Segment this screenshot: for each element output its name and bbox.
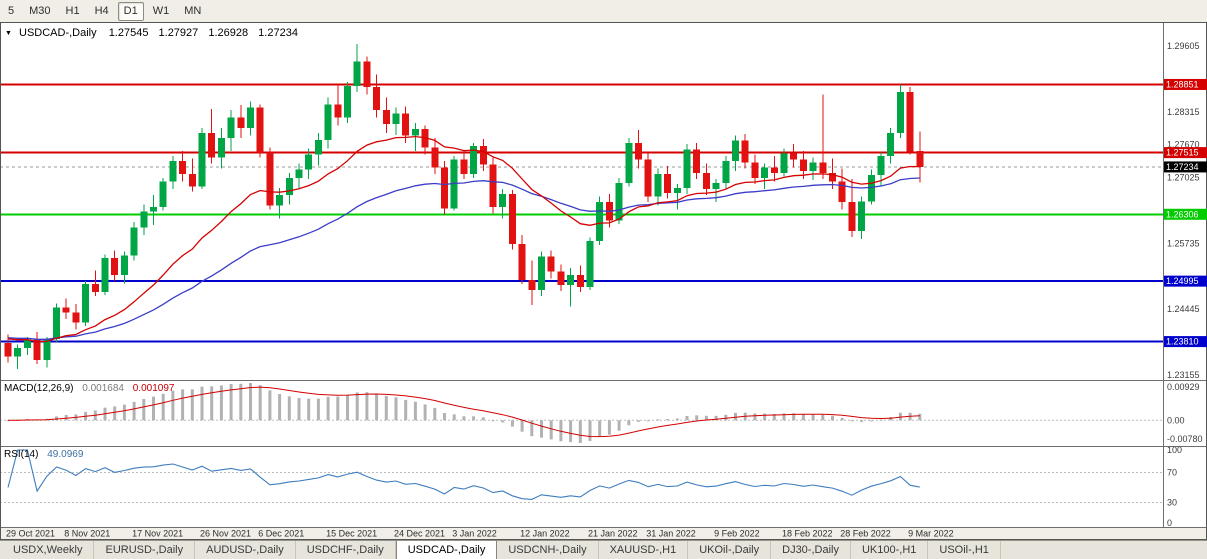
svg-text:1.27515: 1.27515 bbox=[1166, 148, 1199, 158]
time-axis: 29 Oct 2021 8 Nov 2021 17 Nov 2021 26 Nov 2… bbox=[6, 529, 954, 539]
price-tag-1.23810 bbox=[1164, 336, 1207, 348]
ma-slow-line bbox=[7, 177, 920, 340]
ma-fast-line bbox=[7, 135, 920, 343]
svg-text:1.29605: 1.29605 bbox=[1167, 41, 1200, 51]
svg-text:3 Jan 2022: 3 Jan 2022 bbox=[452, 529, 497, 539]
svg-text:1.28851: 1.28851 bbox=[1166, 79, 1199, 89]
chart-tab-XAUUSD-H1[interactable]: XAUUSD-,H1 bbox=[599, 541, 689, 559]
svg-text:15 Dec 2021: 15 Dec 2021 bbox=[326, 529, 377, 539]
chart-tab-bar: USDX,Weekly EURUSD-,Daily AUDUSD-,Daily USD… bbox=[0, 540, 1207, 559]
svg-text:8 Nov 2021: 8 Nov 2021 bbox=[64, 529, 110, 539]
timeframe-button-W1[interactable]: W1 bbox=[152, 4, 170, 17]
rsi-value: 49.0969 bbox=[47, 449, 84, 460]
symbol-dropdown-icon[interactable]: ▼ bbox=[5, 30, 12, 37]
svg-text:1.25735: 1.25735 bbox=[1167, 238, 1200, 248]
macd-panel bbox=[0, 383, 1163, 443]
svg-text:1.27025: 1.27025 bbox=[1167, 173, 1200, 183]
price-tag-1.28851 bbox=[1164, 78, 1207, 90]
svg-text:-0.00780: -0.00780 bbox=[1167, 434, 1203, 444]
svg-text:1.27670: 1.27670 bbox=[1167, 140, 1200, 150]
svg-text:30: 30 bbox=[1167, 498, 1177, 508]
chart-tab-USOil-H1[interactable]: USOil-,H1 bbox=[928, 541, 1001, 559]
price-axis: 1.29605 1.28315 1.27670 1.27025 1.25735 1.244… bbox=[1164, 41, 1207, 528]
timeframe-button-D1[interactable]: D1 bbox=[117, 1, 144, 21]
svg-text:1.23155: 1.23155 bbox=[1167, 370, 1200, 380]
svg-text:26 Nov 2021: 26 Nov 2021 bbox=[200, 529, 251, 539]
rsi-indicator-label: RSI(14) 49.0969 bbox=[4, 449, 83, 460]
low-value: 1.26928 bbox=[208, 27, 249, 39]
svg-text:0: 0 bbox=[1167, 518, 1172, 528]
svg-text:6 Dec 2021: 6 Dec 2021 bbox=[258, 529, 304, 539]
symbol-period-label: USDCAD-,Daily bbox=[19, 27, 97, 39]
macd-name: MACD(12,26,9) bbox=[4, 383, 74, 394]
svg-text:0.00: 0.00 bbox=[1167, 415, 1185, 425]
close-value: 1.27234 bbox=[258, 27, 298, 39]
svg-text:24 Dec 2021: 24 Dec 2021 bbox=[394, 529, 445, 539]
chart-tab-USDCHF-Daily[interactable]: USDCHF-,Daily bbox=[296, 541, 396, 559]
timeframe-button-M30[interactable]: M30 bbox=[29, 4, 51, 17]
chart-tab-EURUSD-Daily[interactable]: EURUSD-,Daily bbox=[94, 541, 196, 559]
high-value: 1.27927 bbox=[158, 27, 199, 39]
svg-text:28 Feb 2022: 28 Feb 2022 bbox=[840, 529, 891, 539]
svg-text:100: 100 bbox=[1167, 445, 1182, 455]
timeframe-button-H4[interactable]: H4 bbox=[94, 4, 109, 17]
chart-info-line: ▼ USDCAD-,Daily 1.27545 1.27927 1.26928 … bbox=[5, 27, 305, 39]
svg-text:21 Jan 2022: 21 Jan 2022 bbox=[588, 529, 638, 539]
price-tag-1.26306 bbox=[1164, 208, 1207, 220]
rsi-name: RSI(14) bbox=[4, 449, 39, 460]
open-value: 1.27545 bbox=[108, 27, 149, 39]
price-tag-current bbox=[1164, 161, 1207, 173]
svg-text:12 Jan 2022: 12 Jan 2022 bbox=[520, 529, 570, 539]
svg-text:1.27234: 1.27234 bbox=[1166, 162, 1199, 172]
chart-tab-USDCNH-Daily[interactable]: USDCNH-,Daily bbox=[497, 541, 599, 559]
svg-text:1.24445: 1.24445 bbox=[1167, 304, 1200, 314]
chart-window[interactable]: 1.29605 1.28315 1.27670 1.27025 1.25735 1.244… bbox=[0, 22, 1207, 540]
svg-text:70: 70 bbox=[1167, 468, 1177, 478]
chart-tab-USDX-Weekly[interactable]: USDX,Weekly bbox=[2, 541, 95, 559]
svg-text:17 Nov 2021: 17 Nov 2021 bbox=[132, 529, 183, 539]
timeframe-button-MN[interactable]: MN bbox=[184, 4, 202, 17]
chart-tab-DJ30-Daily[interactable]: DJ30-,Daily bbox=[771, 541, 851, 559]
chart-tab-AUDUSD-Daily[interactable]: AUDUSD-,Daily bbox=[195, 541, 296, 559]
price-chart-canvas[interactable]: 1.29605 1.28315 1.27670 1.27025 1.25735 1.244… bbox=[0, 22, 1207, 540]
rsi-line bbox=[7, 449, 920, 500]
price-tag-1.24995 bbox=[1164, 275, 1207, 287]
svg-text:9 Feb 2022: 9 Feb 2022 bbox=[714, 529, 760, 539]
horizontal-lines bbox=[0, 83, 1163, 343]
price-tag-1.27515 bbox=[1164, 147, 1207, 159]
candles-layer bbox=[4, 44, 924, 370]
svg-text:1.23810: 1.23810 bbox=[1166, 337, 1199, 347]
macd-main-value: 0.001684 bbox=[82, 383, 124, 394]
timeframe-toolbar: 5 M30 H1 H4 D1 W1 MN bbox=[0, 0, 1207, 22]
chart-tab-UK100-H1[interactable]: UK100-,H1 bbox=[851, 541, 929, 559]
timeframe-button-5[interactable]: 5 bbox=[8, 4, 15, 17]
svg-text:0.00929: 0.00929 bbox=[1167, 382, 1200, 392]
svg-text:29 Oct 2021: 29 Oct 2021 bbox=[6, 529, 55, 539]
svg-text:1.26306: 1.26306 bbox=[1166, 209, 1199, 219]
chart-tab-UKOil-Daily[interactable]: UKOil-,Daily bbox=[688, 541, 772, 559]
svg-text:18 Feb 2022: 18 Feb 2022 bbox=[782, 529, 833, 539]
chart-tab-USDCAD-Daily[interactable]: USDCAD-,Daily bbox=[395, 541, 498, 559]
macd-signal-value: 0.001097 bbox=[132, 383, 175, 394]
svg-text:31 Jan 2022: 31 Jan 2022 bbox=[646, 529, 696, 539]
macd-signal-line bbox=[7, 386, 920, 438]
svg-text:1.24995: 1.24995 bbox=[1166, 276, 1199, 286]
svg-text:9 Mar 2022: 9 Mar 2022 bbox=[908, 529, 954, 539]
timeframe-button-H1[interactable]: H1 bbox=[65, 4, 80, 17]
macd-indicator-label: MACD(12,26,9) 0.001684 0.001097 bbox=[4, 383, 174, 394]
rsi-panel bbox=[0, 449, 1163, 503]
svg-text:1.28315: 1.28315 bbox=[1167, 107, 1200, 117]
